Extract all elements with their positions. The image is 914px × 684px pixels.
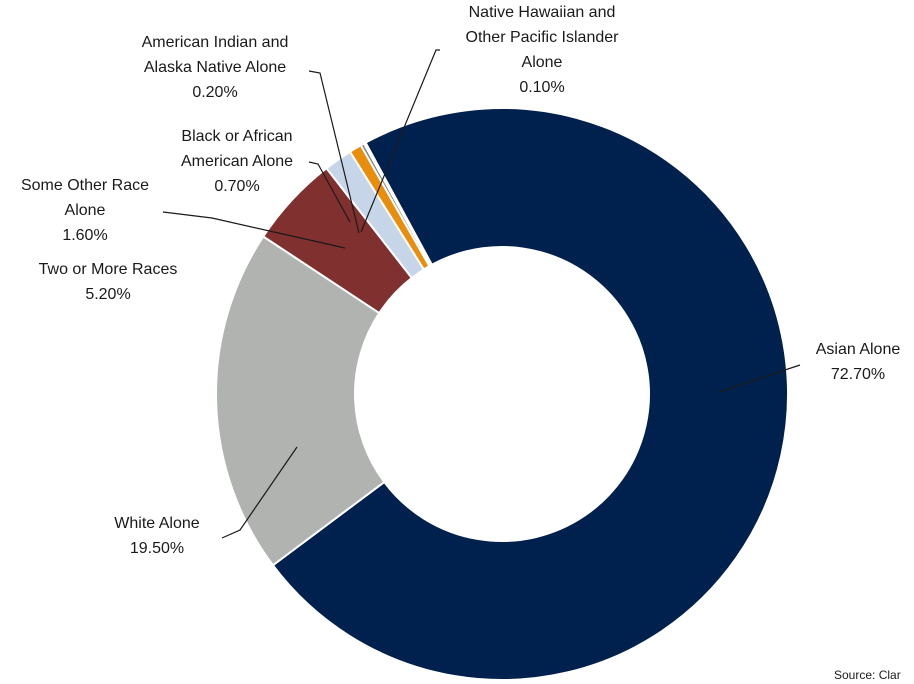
category-label-some-other: Some Other Race — [21, 177, 149, 194]
category-label-native-hawaiian: Alone — [522, 54, 563, 71]
category-label-some-other: Alone — [65, 202, 106, 219]
value-label-white: 19.50% — [130, 540, 184, 557]
value-label-asian: 72.70% — [831, 366, 885, 383]
label-native-hawaiian: Native Hawaiian and Other Pacific Islande… — [466, 4, 620, 96]
leader-line-some-other — [162, 211, 346, 249]
label-two-or-more: Two or More Races 5.20% — [39, 261, 178, 303]
value-label-two-or-more: 5.20% — [85, 286, 130, 303]
label-white: White Alone 19.50% — [114, 515, 199, 557]
category-label-asian: Asian Alone — [816, 341, 901, 358]
slice-native-hawaiian — [362, 141, 434, 267]
leader-line-black — [308, 161, 351, 223]
category-label-native-hawaiian: Native Hawaiian and — [469, 4, 616, 21]
category-label-american-indian: Alaska Native Alone — [144, 59, 286, 76]
label-asian: Asian Alone 72.70% — [816, 341, 901, 383]
value-label-american-indian: 0.20% — [192, 84, 237, 101]
leader-line-asian — [718, 364, 801, 393]
value-label-black: 0.70% — [214, 178, 259, 195]
slice-white — [215, 235, 386, 567]
slice-asian — [271, 107, 789, 681]
label-american-indian: American Indian and Alaska Native Alone 0.… — [142, 34, 289, 101]
category-label-black: Black or African — [181, 128, 292, 145]
leader-line-american-indian — [308, 70, 360, 234]
source-note: Source: Clar — [834, 668, 901, 682]
value-label-native-hawaiian: 0.10% — [519, 79, 564, 96]
category-label-white: White Alone — [114, 515, 199, 532]
value-label-some-other: 1.60% — [62, 227, 107, 244]
label-black: Black or African American Alone 0.70% — [181, 128, 293, 195]
category-label-black: American Alone — [181, 153, 293, 170]
category-label-two-or-more: Two or More Races — [39, 261, 178, 278]
leader-line-white — [221, 446, 298, 539]
label-some-other: Some Other Race Alone 1.60% — [21, 177, 149, 244]
leader-line-native-hawaiian — [360, 49, 440, 233]
category-label-native-hawaiian: Other Pacific Islander — [466, 29, 620, 46]
category-label-american-indian: American Indian and — [142, 34, 289, 51]
